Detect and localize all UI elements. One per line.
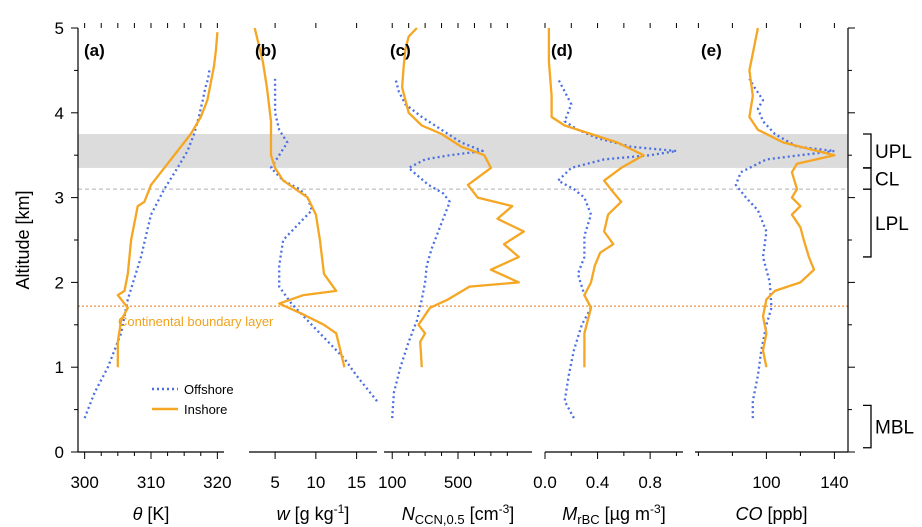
panel-1: 300 310 320 (a) θ [K] [70, 23, 232, 524]
inshore-series-line [748, 27, 836, 368]
x-axis-label: CO [ppb] [735, 504, 807, 524]
layer-label-mbl: MBL [875, 418, 914, 439]
y-tick-label: 2 [55, 273, 64, 292]
inshore-series-line [253, 27, 346, 368]
panel-label: (e) [701, 41, 722, 60]
layer-bracket-lpl [863, 188, 872, 258]
y-tick-label: 4 [55, 104, 64, 123]
x-tick-label: 100 [378, 473, 406, 492]
x-tick-label: 0.8 [638, 473, 662, 492]
y-tick-label: 3 [55, 189, 64, 208]
panel-label: (a) [84, 41, 105, 60]
layer-bracket-cl [863, 167, 872, 190]
inshore-series-line [116, 32, 219, 368]
x-tick-label: 140 [820, 473, 848, 492]
inshore-series-line [400, 27, 525, 368]
panel-label: (b) [255, 41, 277, 60]
y-tick-label: 0 [55, 443, 64, 462]
legend-inshore-label: Inshore [184, 402, 227, 417]
offshore-series-line [391, 78, 484, 419]
inshore-series-line [547, 28, 645, 368]
legend: Offshore Inshore [152, 382, 234, 417]
layer-bracket-mbl [863, 404, 872, 449]
panel-label: (c) [390, 41, 411, 60]
offshore-series-line [83, 70, 211, 419]
upl-band [78, 134, 848, 168]
x-tick-label: 320 [203, 473, 231, 492]
x-tick-label: 5 [270, 473, 279, 492]
layer-bands [78, 134, 848, 307]
altitude-axis: 0 1 2 3 4 5 Altitude [km] [13, 19, 79, 462]
x-tick-label: 15 [347, 473, 366, 492]
y-tick-label: 1 [55, 358, 64, 377]
x-tick-label: 300 [70, 473, 98, 492]
layer-label-lpl: LPL [875, 214, 909, 235]
layer-bracket-upl [863, 133, 872, 169]
layer-label-cl: CL [875, 170, 899, 191]
panel-5: 100 140 (e) CO [ppb] [695, 23, 849, 524]
right-axis: UPL CL LPL MBL [847, 27, 914, 453]
x-axis-label: MrBC [µg m-3] [562, 502, 665, 527]
layer-label-upl: UPL [875, 142, 912, 163]
x-tick-label: 0.0 [533, 473, 557, 492]
x-axis-label: NCCN,0.5 [cm-3] [402, 502, 515, 527]
x-tick-label: 0.4 [586, 473, 610, 492]
panel-4: 0.0 0.4 0.8 (d) MrBC [µg m-3] [533, 23, 683, 527]
x-tick-label: 100 [752, 473, 780, 492]
x-tick-label: 500 [444, 473, 472, 492]
panel-label: (d) [551, 41, 573, 60]
panels: 300 310 320 (a) θ [K] 5 10 15 (b) w [g kg-1] 100 50… [70, 23, 849, 527]
offshore-series-line [269, 78, 378, 402]
x-axis-label: θ [K] [133, 504, 170, 524]
y-tick-label: 5 [55, 19, 64, 38]
panel-3: 100 500 (c) NCCN,0.5 [cm-3] [378, 23, 532, 527]
x-tick-label: 310 [137, 473, 165, 492]
x-axis-label: w [g kg-1] [277, 502, 350, 524]
x-tick-label: 10 [306, 473, 325, 492]
y-axis-label: Altitude [km] [13, 190, 33, 289]
offshore-series-line [734, 78, 836, 419]
legend-offshore-label: Offshore [184, 382, 234, 397]
panel-2: 5 10 15 (b) w [g kg-1] [249, 23, 378, 524]
continental-boundary-layer-label: Continental boundary layer [118, 314, 274, 329]
